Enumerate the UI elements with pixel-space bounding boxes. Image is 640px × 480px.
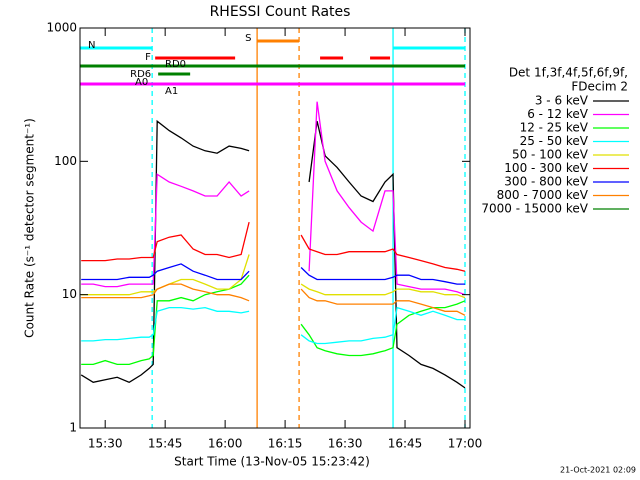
y-axis-label: Count Rate (s⁻¹ detector segment⁻¹) (23, 118, 37, 338)
y-tick-label: 100 (54, 154, 77, 168)
y-tick-label: 1 (69, 421, 77, 435)
data-line (81, 274, 466, 366)
legend-label: 3 - 6 keV (535, 94, 589, 108)
flag-label: N (88, 40, 95, 51)
x-tick-label: 16:15 (268, 437, 303, 451)
x-tick-label: 15:45 (148, 437, 183, 451)
flag-label: A0 (135, 77, 148, 88)
x-tick-label: 16:30 (328, 437, 363, 451)
flag-label: S (245, 33, 251, 44)
data-line (81, 263, 465, 285)
legend-label: 7000 - 15000 keV (481, 202, 588, 216)
plot-frame (79, 27, 471, 429)
data-line (81, 101, 466, 296)
y-tick-label: 1000 (46, 21, 77, 35)
x-axis-label: Start Time (13-Nov-05 15:23:42) (174, 455, 370, 469)
x-tick-label: 16:00 (208, 437, 243, 451)
x-tick-label: 15:30 (88, 437, 123, 451)
legend-label: 6 - 12 keV (527, 107, 589, 121)
flag-label: A1 (165, 86, 178, 97)
legend-label: 300 - 800 keV (504, 175, 588, 189)
legend-title: Det 1f,3f,4f,5f,6f,9f, (509, 66, 628, 80)
legend-label: 800 - 7000 keV (497, 188, 589, 202)
legend-label: 100 - 300 keV (504, 161, 588, 175)
y-tick-label: 10 (62, 287, 77, 301)
chart-title: RHESSI Count Rates (210, 4, 351, 20)
timestamp: 21-Oct-2021 02:09 (560, 466, 636, 475)
legend-label: 50 - 100 keV (512, 148, 589, 162)
flag-label: F (145, 52, 151, 63)
x-tick-label: 17:00 (448, 437, 483, 451)
legend-label: 12 - 25 keV (520, 121, 589, 135)
data-line (81, 221, 466, 272)
flag-label: RD0 (165, 59, 186, 70)
flag-label: RD6 (130, 69, 151, 80)
data-line (81, 283, 466, 316)
data-line (80, 119, 466, 389)
legend-title: FDecim 2 (571, 80, 628, 94)
legend-label: 25 - 50 keV (520, 134, 589, 148)
data-line (81, 306, 465, 345)
x-tick-label: 16:45 (388, 437, 423, 451)
